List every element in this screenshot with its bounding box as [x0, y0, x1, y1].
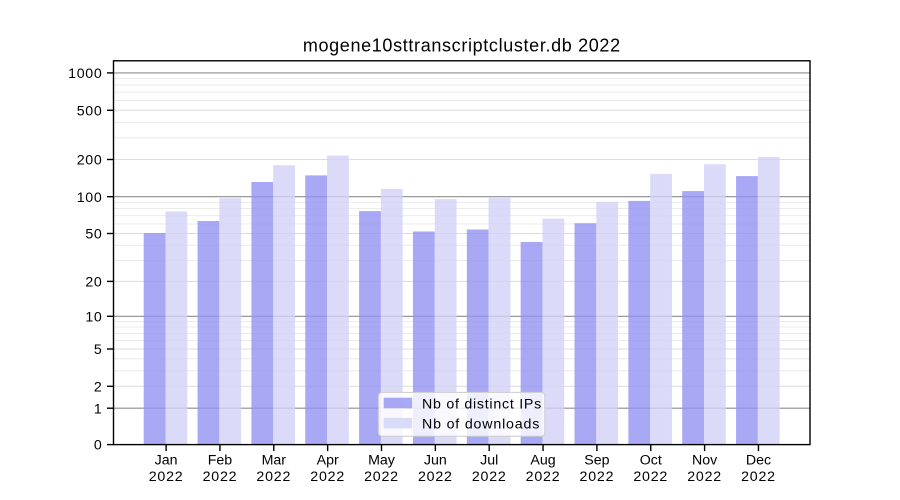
- svg-text:1: 1: [94, 401, 103, 417]
- svg-text:Mar: Mar: [262, 453, 287, 469]
- svg-text:May: May: [368, 453, 396, 469]
- svg-text:2022: 2022: [203, 469, 238, 485]
- svg-text:2: 2: [94, 379, 103, 395]
- svg-text:500: 500: [77, 103, 103, 119]
- svg-text:Oct: Oct: [640, 453, 662, 469]
- svg-text:2022: 2022: [364, 469, 399, 485]
- svg-text:5: 5: [94, 342, 103, 358]
- svg-text:0: 0: [94, 438, 103, 454]
- svg-text:2022: 2022: [256, 469, 291, 485]
- svg-text:Apr: Apr: [317, 453, 339, 469]
- svg-text:Nb of downloads: Nb of downloads: [422, 416, 540, 432]
- svg-text:Jul: Jul: [480, 453, 498, 469]
- svg-text:20: 20: [85, 275, 102, 291]
- svg-text:Nov: Nov: [692, 453, 718, 469]
- svg-text:2022: 2022: [741, 469, 776, 485]
- svg-text:2022: 2022: [687, 469, 722, 485]
- svg-text:2022: 2022: [633, 469, 668, 485]
- svg-text:2022: 2022: [149, 469, 184, 485]
- svg-text:100: 100: [77, 190, 103, 206]
- svg-text:1000: 1000: [68, 66, 102, 82]
- svg-text:10: 10: [85, 309, 102, 325]
- svg-text:Sep: Sep: [584, 453, 609, 469]
- svg-text:2022: 2022: [526, 469, 561, 485]
- svg-text:Aug: Aug: [530, 453, 555, 469]
- svg-text:Jan: Jan: [155, 453, 178, 469]
- svg-text:Jun: Jun: [424, 453, 447, 469]
- svg-text:Nb of distinct IPs: Nb of distinct IPs: [422, 396, 542, 412]
- svg-text:50: 50: [85, 227, 102, 243]
- svg-text:2022: 2022: [418, 469, 453, 485]
- svg-text:2022: 2022: [580, 469, 615, 485]
- svg-text:mogene10sttranscriptcluster.db: mogene10sttranscriptcluster.db 2022: [303, 36, 621, 56]
- svg-text:2022: 2022: [472, 469, 507, 485]
- svg-text:Dec: Dec: [746, 453, 771, 469]
- svg-text:200: 200: [77, 153, 103, 169]
- svg-text:2022: 2022: [310, 469, 345, 485]
- svg-text:Feb: Feb: [208, 453, 233, 469]
